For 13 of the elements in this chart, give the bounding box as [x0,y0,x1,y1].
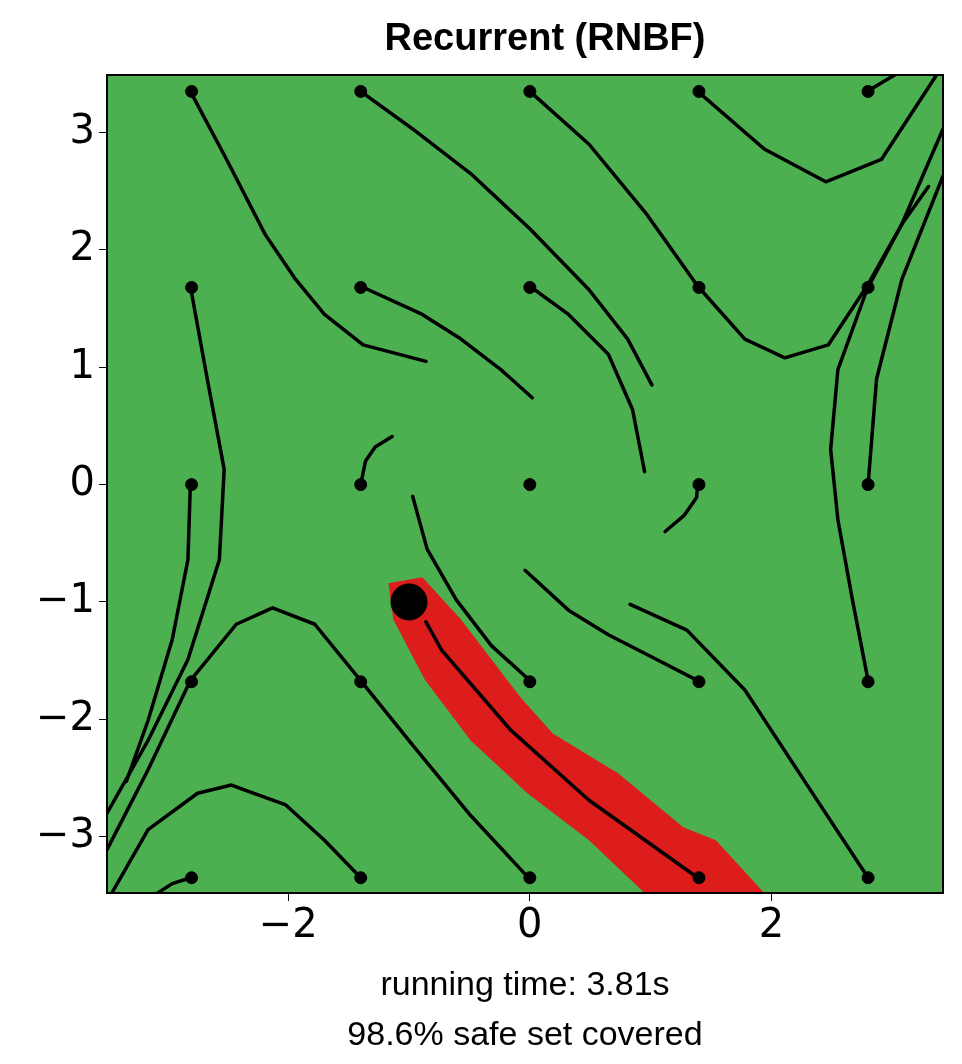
y-tick-label: 2 [69,223,95,270]
y-tick-label: 1 [69,340,95,387]
y-tick-label: −2 [36,692,95,739]
y-tick-label: −3 [36,810,95,857]
text: running time: 3.81s [380,964,670,1002]
x-tick-label: 0 [517,900,543,947]
y-tick-label: −1 [36,575,95,622]
y-tick-label: 0 [69,457,95,504]
text: 98.6% safe set covered [347,1014,703,1052]
y-tick-label: 3 [69,105,95,152]
x-tick-label: −2 [258,900,318,947]
chart-title: Recurrent (RNBF) [384,16,706,58]
x-tick-label: 2 [758,900,785,947]
